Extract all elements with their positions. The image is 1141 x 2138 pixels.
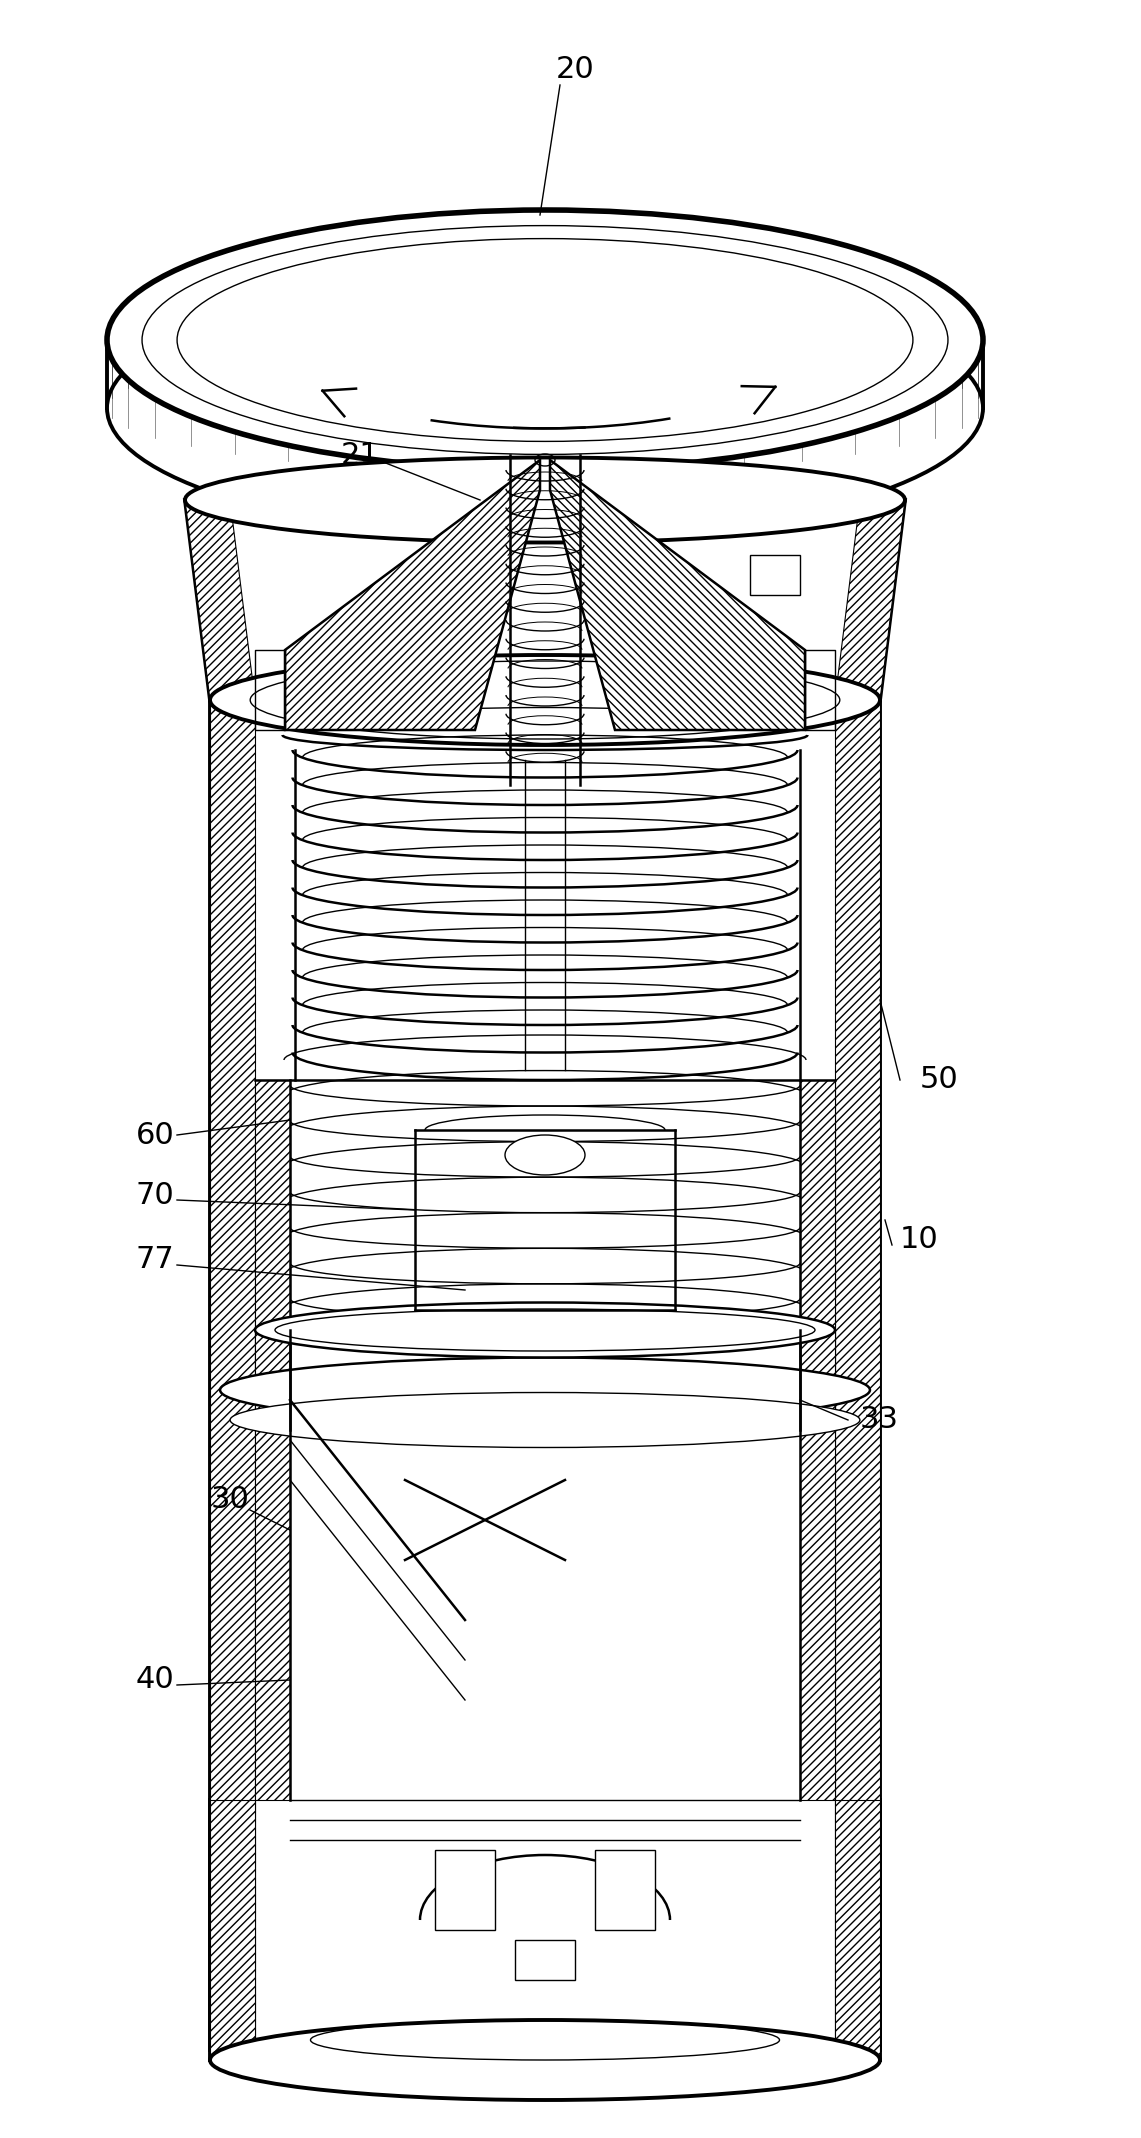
Polygon shape <box>550 460 806 729</box>
Polygon shape <box>750 556 800 594</box>
Ellipse shape <box>505 1135 585 1176</box>
Text: 77: 77 <box>136 1246 175 1274</box>
Ellipse shape <box>185 458 905 543</box>
Polygon shape <box>210 699 254 2050</box>
Ellipse shape <box>254 1302 835 1358</box>
Polygon shape <box>800 1080 835 1430</box>
Text: 21: 21 <box>341 440 379 470</box>
Text: 60: 60 <box>136 1120 175 1150</box>
Polygon shape <box>185 500 254 699</box>
Polygon shape <box>835 1800 880 2061</box>
Ellipse shape <box>107 278 984 539</box>
Text: 20: 20 <box>556 56 594 86</box>
Polygon shape <box>210 1800 254 2061</box>
Ellipse shape <box>107 210 984 470</box>
Text: 70: 70 <box>136 1180 175 1210</box>
Ellipse shape <box>210 654 880 744</box>
Text: 33: 33 <box>860 1405 899 1435</box>
Polygon shape <box>254 1080 290 1430</box>
Polygon shape <box>435 1849 495 1931</box>
Ellipse shape <box>230 1392 860 1447</box>
Polygon shape <box>285 460 540 729</box>
Ellipse shape <box>220 1358 869 1422</box>
Text: 10: 10 <box>900 1225 939 1255</box>
Polygon shape <box>835 500 905 699</box>
Text: 40: 40 <box>136 1666 175 1695</box>
Ellipse shape <box>210 2020 880 2100</box>
Polygon shape <box>835 699 880 2050</box>
Text: 30: 30 <box>211 1486 250 1514</box>
Polygon shape <box>254 1330 290 1800</box>
Polygon shape <box>594 1849 655 1931</box>
Polygon shape <box>800 1330 835 1800</box>
Polygon shape <box>515 1939 575 1980</box>
Text: 50: 50 <box>920 1065 958 1095</box>
